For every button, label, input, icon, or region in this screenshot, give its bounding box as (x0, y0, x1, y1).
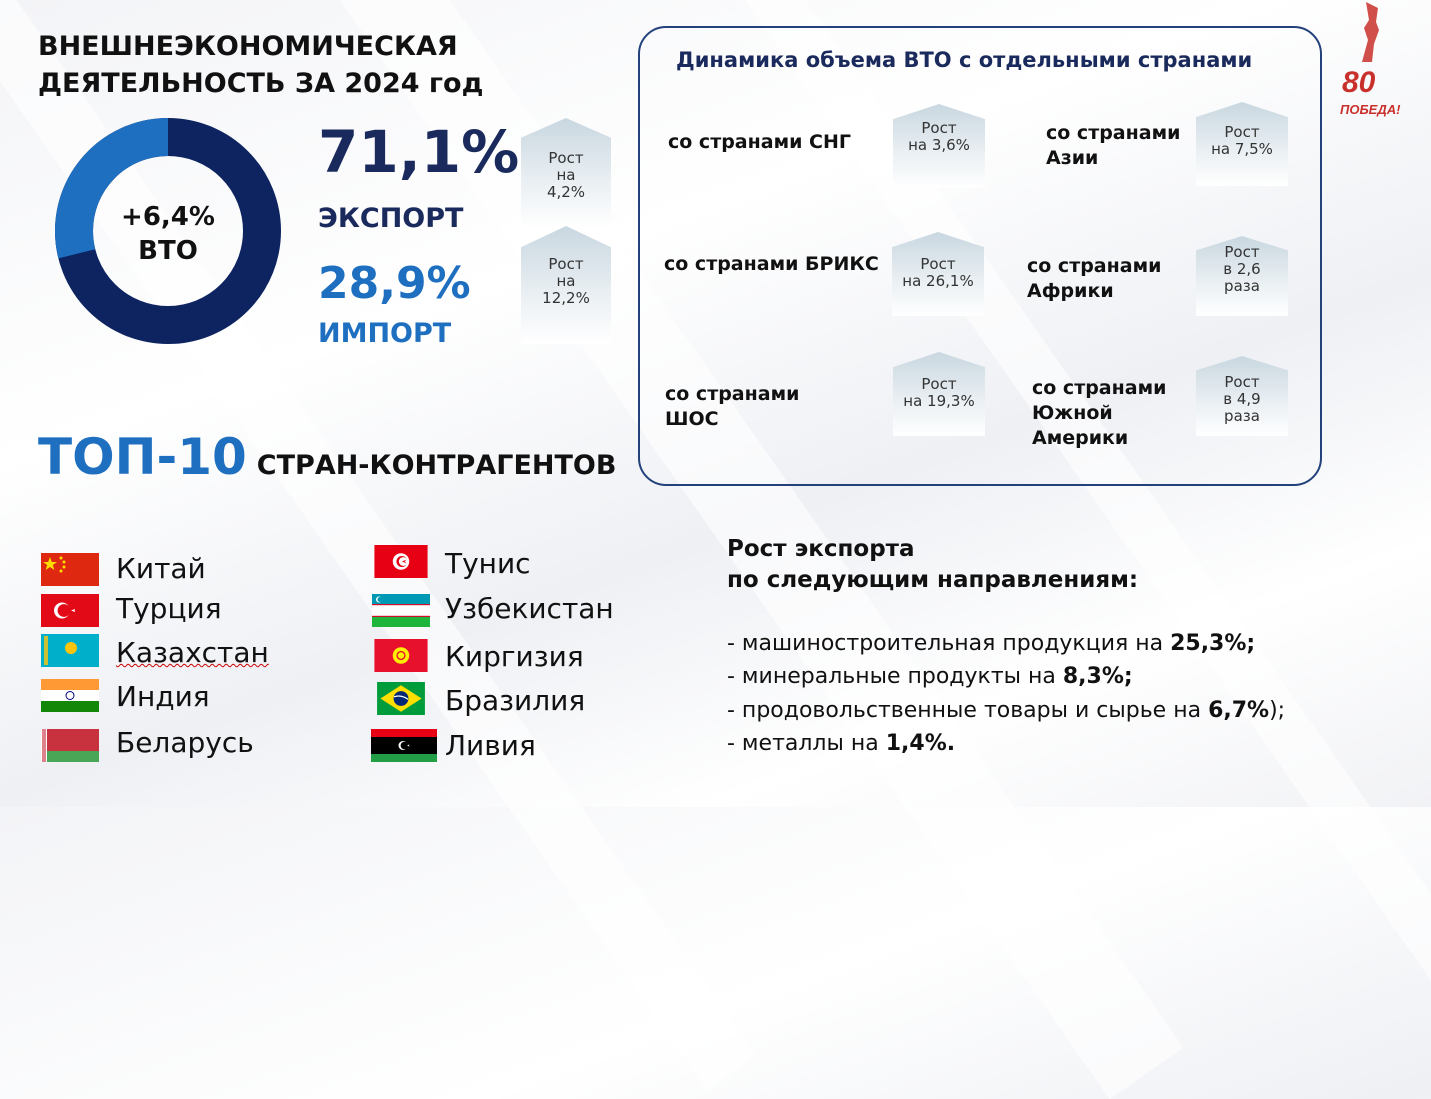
export-label: ЭКСПОРТ (318, 203, 464, 234)
group-growth-africa: Рост в 2,6 раза (1196, 236, 1288, 316)
svg-text:80: 80 (1342, 66, 1376, 99)
uzbekistan-flag-icon (372, 594, 430, 627)
country-kazakhstan: Казахстан (116, 636, 269, 669)
vto-donut-chart (55, 118, 281, 344)
group-growth-sng: Рост на 3,6% (893, 104, 985, 188)
import-growth-badge: Рост на 12,2% (521, 226, 611, 344)
belarus-flag-icon (41, 729, 99, 762)
tunisia-flag-icon (374, 545, 428, 578)
export-pct: 71,1% (318, 118, 520, 186)
direction-item: - минеральные продукты на 8,3%; (727, 664, 1133, 689)
group-name-asia: со странами Азии (1046, 122, 1181, 169)
group-growth-asia: Рост на 7,5% (1196, 102, 1288, 186)
group-name-sng: со странами СНГ (668, 131, 851, 153)
direction-item: - продовольственные товары и сырье на 6,… (727, 698, 1286, 723)
kazakhstan-flag-icon (41, 634, 99, 667)
country-turkey: Турция (116, 592, 222, 625)
group-growth-brics: Рост на 26,1% (892, 232, 984, 316)
country-uzbekistan: Узбекистан (445, 592, 614, 625)
victory-80-logo: 80 ПОБЕДА! (1340, 2, 1401, 117)
direction-item: - машиностроительная продукция на 25,3%; (727, 631, 1256, 656)
donut-center-label: +6,4% ВТО (121, 202, 215, 266)
kyrgyzstan-flag-icon (374, 639, 428, 672)
country-brazil: Бразилия (445, 684, 586, 717)
svg-text:ПОБЕДА!: ПОБЕДА! (1340, 102, 1401, 117)
libya-flag-icon (371, 729, 437, 762)
import-label: ИМПОРТ (318, 318, 452, 349)
country-china: Китай (116, 552, 206, 585)
panel-title: Динамика объема ВТО с отдельными странам… (676, 48, 1253, 72)
export-directions-title: Рост экспорта по следующим направлениям: (727, 536, 1139, 593)
turkey-flag-icon (41, 594, 99, 627)
india-flag-icon (41, 679, 99, 712)
group-name-africa: со странами Африки (1027, 255, 1162, 302)
top10-heading: ТОП-10 СТРАН-КОНТРАГЕНТОВ (38, 428, 617, 486)
brazil-flag-icon (377, 682, 425, 715)
country-india: Индия (116, 680, 210, 713)
import-pct: 28,9% (318, 258, 471, 309)
group-growth-sco: Рост на 19,3% (893, 352, 985, 436)
export-growth-badge: Рост на 4,2% (521, 118, 611, 228)
group-name-south-america: со странами Южной Америки (1032, 377, 1167, 449)
group-name-sco: со странами ШОС (665, 383, 800, 430)
country-kyrgyzstan: Киргизия (445, 640, 584, 673)
china-flag-icon (41, 553, 99, 586)
country-belarus: Беларусь (116, 726, 254, 759)
direction-item: - металлы на 1,4%. (727, 731, 956, 756)
vto-dynamics-panel (638, 26, 1322, 486)
group-growth-south-america: Рост в 4,9 раза (1196, 356, 1288, 436)
donut-import-segment (55, 118, 169, 259)
country-tunisia: Тунис (445, 547, 531, 580)
group-name-brics: со странами БРИКС (664, 253, 879, 275)
page-title: ВНЕШНЕЭКОНОМИЧЕСКАЯ ДЕЯТЕЛЬНОСТЬ ЗА 2024… (38, 31, 484, 99)
country-libya: Ливия (445, 729, 536, 762)
